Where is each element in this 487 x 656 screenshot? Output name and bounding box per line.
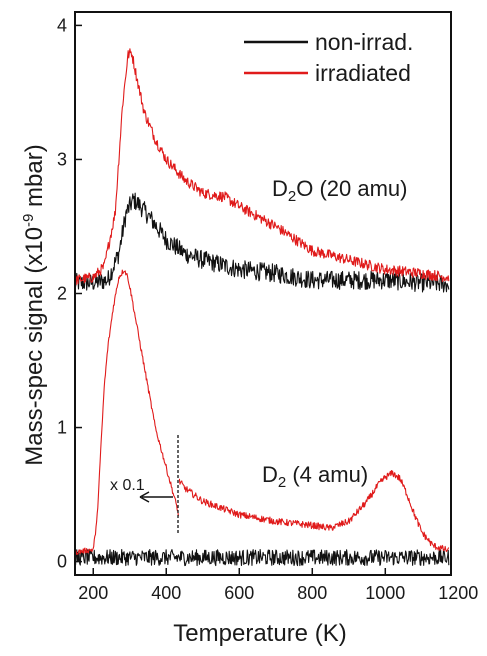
y-tick-label-0: 0 <box>57 552 67 572</box>
x-tick-label-600: 600 <box>224 583 254 603</box>
series-line-2 <box>75 548 450 567</box>
y-axis-title-exponent: -9 <box>20 214 37 227</box>
legend-label-non-irradiated: non-irrad. <box>315 29 413 55</box>
y-axis-title: Mass-spec signal (x10-9 mbar) <box>20 144 48 465</box>
legend: non-irrad. irradiated <box>244 29 413 86</box>
x-axis-title: Temperature (K) <box>173 620 346 647</box>
x-tick-label-1200: 1200 <box>438 583 478 603</box>
y-tick-label-3: 3 <box>57 149 67 169</box>
y-tick-label-1: 1 <box>57 418 67 438</box>
series-line-1 <box>75 48 450 286</box>
x-axis: 200 400 600 800 1000 1200 <box>78 568 478 603</box>
series-line-4 <box>178 470 450 553</box>
y-axis: 0 1 2 3 4 <box>57 15 82 572</box>
d2-annotation: D2 (4 amu) <box>262 462 368 491</box>
d2o-annotation: D2O (20 amu) <box>272 176 408 205</box>
d2-annotation-rest: (4 amu) <box>286 462 368 487</box>
d2-annotation-sub: 2 <box>278 474 286 491</box>
y-axis-title-main: Mass-spec signal (x10 <box>21 227 48 466</box>
d2-annotation-main: D <box>262 462 278 487</box>
series-line-3 <box>75 269 179 555</box>
x-tick-label-1000: 1000 <box>365 583 405 603</box>
x-tick-label-400: 400 <box>151 583 181 603</box>
x-tick-label-800: 800 <box>297 583 327 603</box>
y-axis-title-unit: mbar) <box>21 144 48 213</box>
scale-annotation: x 0.1 <box>110 477 145 494</box>
d2o-annotation-main: D <box>272 176 288 201</box>
series-layer <box>75 48 450 567</box>
d2o-annotation-sub: 2 <box>288 188 296 205</box>
series-line-0 <box>75 192 450 293</box>
scale-arrow-head <box>139 491 150 503</box>
y-tick-label-4: 4 <box>57 15 67 35</box>
d2o-annotation-rest: O (20 amu) <box>296 176 407 201</box>
y-tick-label-2: 2 <box>57 284 67 304</box>
x-tick-label-200: 200 <box>78 583 108 603</box>
legend-label-irradiated: irradiated <box>315 60 411 86</box>
